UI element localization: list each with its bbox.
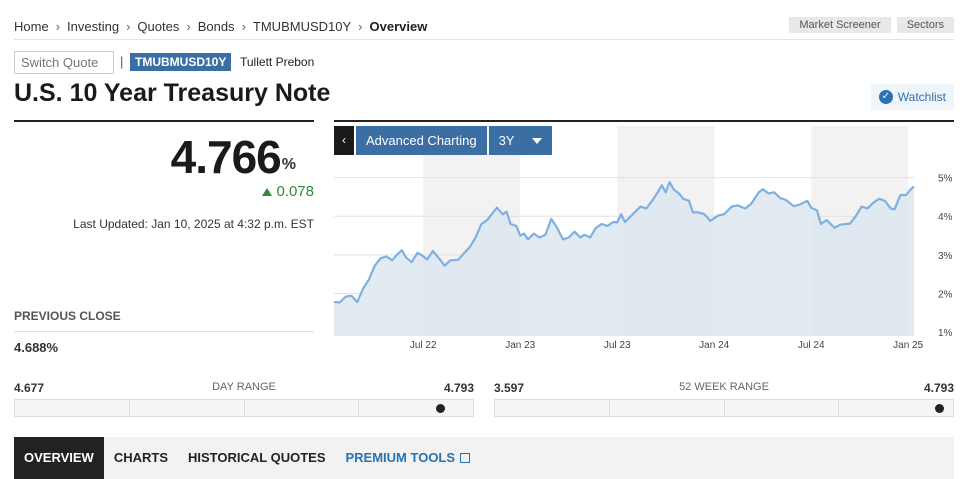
chart-range-value: 3Y	[498, 133, 515, 148]
chevron-right-icon: ›	[126, 19, 131, 34]
breadcrumb-ticker[interactable]: TMUBMUSD10Y	[252, 19, 352, 34]
watchlist-button[interactable]: ✓ Watchlist	[870, 84, 954, 110]
chart-controls: ‹ Advanced Charting 3Y	[334, 126, 552, 155]
chevron-right-icon: ›	[358, 19, 363, 34]
breadcrumb-bonds[interactable]: Bonds	[197, 19, 235, 34]
chart-back-button[interactable]: ‹	[334, 126, 354, 155]
y-tick-label: 1%	[938, 328, 953, 339]
price-change-value: 0.078	[276, 183, 314, 200]
range-marker	[935, 404, 945, 413]
y-tick-label: 2%	[938, 290, 953, 301]
chevron-right-icon: ›	[241, 19, 246, 34]
ticker-badge: TMUBMUSD10Y	[130, 53, 232, 71]
chevron-right-icon: ›	[186, 19, 191, 34]
divider	[14, 39, 954, 40]
breadcrumb-investing[interactable]: Investing	[67, 19, 120, 34]
x-tick-label: Jul 23	[604, 340, 631, 351]
breadcrumb-overview: Overview	[369, 19, 428, 34]
tab-charts[interactable]: CHARTS	[113, 450, 169, 465]
check-circle-icon: ✓	[878, 90, 893, 104]
last-updated: Last Updated: Jan 10, 2025 at 4:32 p.m. …	[73, 217, 314, 231]
x-tick-label: Jan 25	[893, 340, 923, 351]
x-tick-label: Jan 23	[505, 340, 535, 351]
y-tick-label: 4%	[938, 212, 953, 223]
breadcrumb-quotes[interactable]: Quotes	[137, 19, 180, 34]
week52-range-low: 3.597	[494, 381, 525, 395]
y-tick-label: 3%	[938, 251, 953, 262]
tab-premium-tools[interactable]: PREMIUM TOOLS	[336, 437, 481, 479]
price-value: 4.766	[170, 131, 282, 183]
week52-range-label: 52 WEEK RANGE	[679, 381, 769, 393]
divider	[14, 331, 314, 332]
series-area	[334, 182, 914, 336]
price-display: 4.766 %	[171, 129, 296, 185]
tab-bar: OVERVIEW CHARTS HISTORICAL QUOTES PREMIU…	[14, 437, 954, 479]
sectors-button[interactable]: Sectors	[896, 17, 954, 33]
week52-range-high: 4.793	[923, 381, 954, 395]
previous-close-label: PREVIOUS CLOSE	[14, 309, 121, 323]
price-change: 0.078	[262, 183, 314, 200]
divider	[334, 120, 954, 122]
top-buttons: Market Screener Sectors	[789, 17, 954, 33]
yield-chart[interactable]: 1% 2% 3% 4% 5% Jul 22 Jan 23 Jul 23 Jan 24 Jul 24…	[334, 122, 954, 354]
day-range-label: DAY RANGE	[212, 381, 276, 393]
page-title: U.S. 10 Year Treasury Note	[14, 79, 331, 107]
up-arrow-icon	[262, 187, 273, 196]
exchange-label: Tullett Prebon	[240, 55, 315, 69]
x-tick-label: Jan 24	[699, 340, 729, 351]
price-unit: %	[281, 156, 296, 173]
chevron-right-icon: ›	[55, 19, 61, 34]
x-tick-label: Jul 24	[798, 340, 825, 351]
chart-range-select[interactable]: 3Y	[488, 126, 552, 155]
watchlist-label: Watchlist	[897, 90, 946, 104]
market-screener-button[interactable]: Market Screener	[789, 17, 891, 33]
premium-tools-label: PREMIUM TOOLS	[345, 450, 456, 465]
x-tick-label: Jul 22	[410, 340, 437, 351]
advanced-charting-button[interactable]: Advanced Charting	[356, 126, 487, 155]
series-line	[334, 181, 915, 304]
external-link-icon	[460, 453, 471, 463]
divider	[14, 120, 314, 122]
tab-overview[interactable]: OVERVIEW	[14, 437, 104, 479]
tab-historical-quotes[interactable]: HISTORICAL QUOTES	[188, 450, 326, 465]
range-marker	[435, 404, 445, 413]
switch-quote-input[interactable]	[14, 51, 114, 74]
separator: |	[120, 54, 124, 69]
caret-down-icon	[531, 137, 542, 144]
breadcrumb-home[interactable]: Home	[14, 19, 49, 34]
previous-close-value: 4.688%	[14, 340, 59, 355]
range-bar	[14, 399, 474, 417]
y-tick-label: 5%	[938, 174, 953, 185]
range-bar	[494, 399, 954, 417]
day-range-low: 4.677	[14, 381, 45, 395]
day-range-high: 4.793	[443, 381, 474, 395]
breadcrumb: Home › Investing › Quotes › Bonds › TMUB…	[14, 19, 427, 34]
